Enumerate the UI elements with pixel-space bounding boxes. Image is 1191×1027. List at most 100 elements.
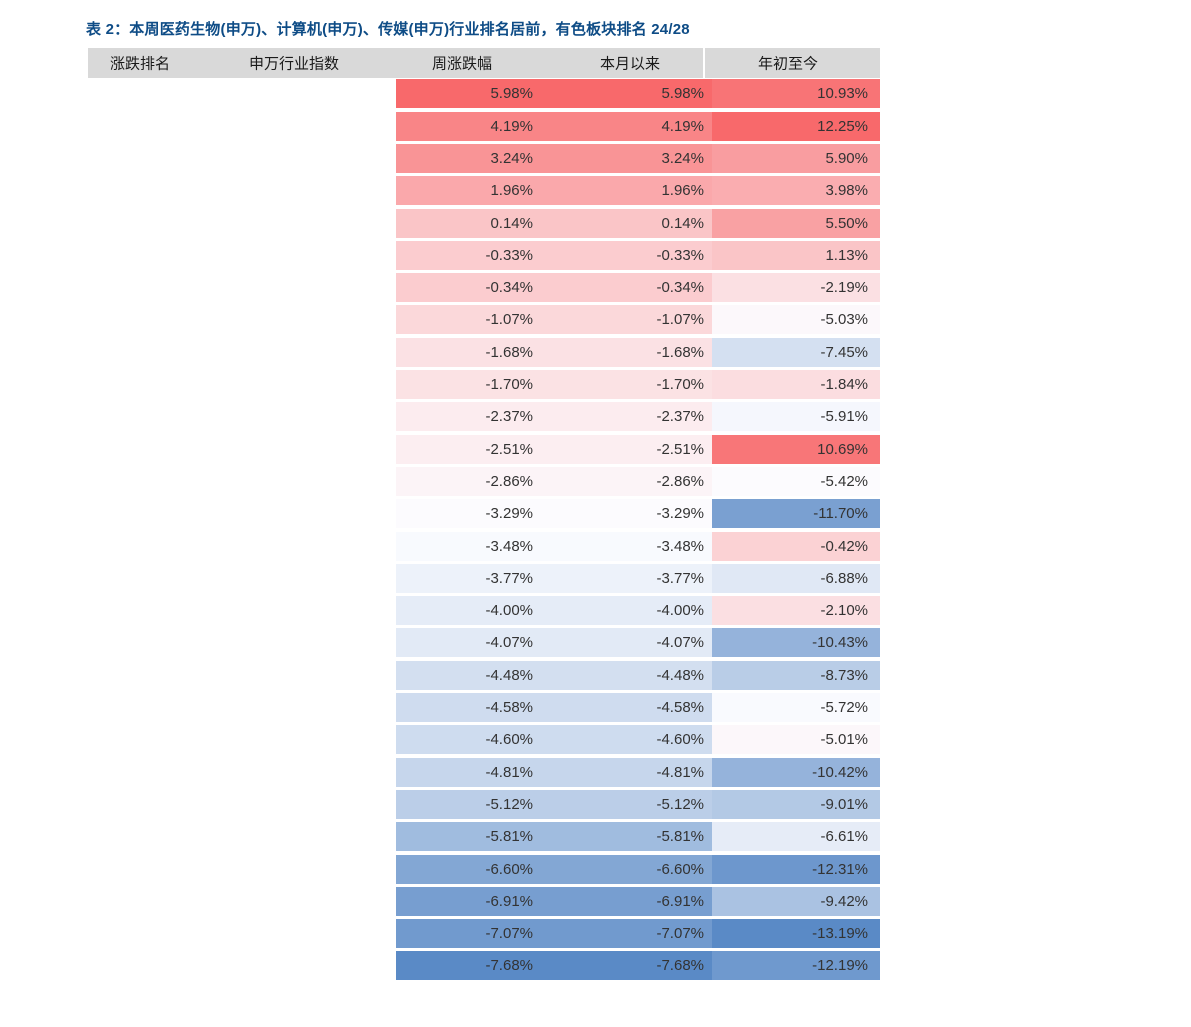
cell-index [192, 790, 396, 819]
cell-index [192, 176, 396, 205]
cell-ytd: -2.10% [712, 596, 880, 626]
cell-rank [88, 628, 192, 657]
cell-month: 5.98% [544, 79, 712, 109]
header-rank: 涨跌排名 [109, 55, 171, 73]
cell-month: -5.12% [544, 789, 712, 819]
table-row: -4.81% -4.81% -10.42% [88, 757, 880, 787]
cell-rank [88, 467, 192, 496]
cell-ytd: 10.69% [712, 434, 880, 464]
table-row: -6.91% -6.91% -9.42% [88, 886, 880, 916]
cell-index [192, 370, 396, 399]
cell-week: -7.07% [396, 919, 544, 949]
cell-week: -1.68% [396, 337, 544, 367]
table-row: -1.07% -1.07% -5.03% [88, 305, 880, 335]
cell-rank [88, 855, 192, 884]
cell-ytd: -10.42% [712, 757, 880, 787]
cell-index [192, 758, 396, 787]
table-row: -4.00% -4.00% -2.10% [88, 596, 880, 626]
heatmap-table: 涨跌排名 申万行业指数 周涨跌幅 本月以来 年初至今 5.98% 5.98% 10.… [88, 48, 880, 981]
table-row: -7.07% -7.07% -13.19% [88, 919, 880, 949]
cell-rank [88, 435, 192, 464]
table-row: 0.14% 0.14% 5.50% [88, 208, 880, 238]
cell-ytd: -9.01% [712, 789, 880, 819]
cell-rank [88, 790, 192, 819]
cell-month: -3.48% [544, 531, 712, 561]
cell-ytd: -12.31% [712, 854, 880, 884]
table-title: 表 2：本周医药生物(申万)、计算机(申万)、传媒(申万)行业排名居前，有色板块… [86, 21, 690, 38]
cell-week: -4.48% [396, 660, 544, 690]
cell-rank [88, 338, 192, 367]
table-row: -5.81% -5.81% -6.61% [88, 822, 880, 852]
cell-week: 5.98% [396, 79, 544, 109]
cell-month: -7.68% [544, 951, 712, 981]
table-rows: 5.98% 5.98% 10.93% 4.19% 4.19% 12.25% 3.24% 3.2… [88, 79, 880, 983]
cell-week: -3.48% [396, 531, 544, 561]
cell-index [192, 305, 396, 334]
cell-week: -2.51% [396, 434, 544, 464]
cell-index [192, 693, 396, 722]
cell-index [192, 919, 396, 948]
table-row: -4.48% -4.48% -8.73% [88, 660, 880, 690]
cell-week: -3.29% [396, 499, 544, 529]
table-row: -4.07% -4.07% -10.43% [88, 628, 880, 658]
cell-index [192, 564, 396, 593]
cell-rank [88, 822, 192, 851]
cell-week: -6.91% [396, 886, 544, 916]
table-row: -4.58% -4.58% -5.72% [88, 693, 880, 723]
cell-week: -0.34% [396, 273, 544, 303]
cell-week: -4.81% [396, 757, 544, 787]
cell-rank [88, 564, 192, 593]
table-row: -2.37% -2.37% -5.91% [88, 402, 880, 432]
cell-rank [88, 661, 192, 690]
cell-index [192, 661, 396, 690]
cell-month: -5.81% [544, 822, 712, 852]
cell-ytd: -5.42% [712, 466, 880, 496]
cell-ytd: -5.91% [712, 402, 880, 432]
cell-month: -0.33% [544, 240, 712, 270]
cell-rank [88, 273, 192, 302]
cell-rank [88, 887, 192, 916]
cell-month: -3.29% [544, 499, 712, 529]
header-index: 申万行业指数 [248, 55, 340, 73]
cell-ytd: -8.73% [712, 660, 880, 690]
cell-week: 3.24% [396, 143, 544, 173]
cell-month: 1.96% [544, 176, 712, 206]
table-row: 5.98% 5.98% 10.93% [88, 79, 880, 109]
cell-rank [88, 112, 192, 141]
table-row: -2.86% -2.86% -5.42% [88, 466, 880, 496]
cell-week: -1.70% [396, 370, 544, 400]
cell-ytd: 5.50% [712, 208, 880, 238]
cell-ytd: -6.88% [712, 563, 880, 593]
cell-rank [88, 725, 192, 754]
cell-ytd: -7.45% [712, 337, 880, 367]
cell-week: -5.81% [396, 822, 544, 852]
cell-index [192, 499, 396, 528]
cell-week: -2.37% [396, 402, 544, 432]
cell-month: -4.81% [544, 757, 712, 787]
cell-index [192, 273, 396, 302]
cell-rank [88, 951, 192, 980]
cell-week: 0.14% [396, 208, 544, 238]
cell-index [192, 79, 396, 108]
cell-week: -2.86% [396, 466, 544, 496]
cell-index [192, 951, 396, 980]
cell-month: -1.70% [544, 370, 712, 400]
cell-index [192, 144, 396, 173]
table-header-row: 涨跌排名 申万行业指数 周涨跌幅 本月以来 年初至今 [88, 48, 880, 78]
cell-ytd: 3.98% [712, 176, 880, 206]
cell-month: -2.37% [544, 402, 712, 432]
cell-ytd: -13.19% [712, 919, 880, 949]
cell-rank [88, 532, 192, 561]
cell-month: -6.60% [544, 854, 712, 884]
cell-month: -2.86% [544, 466, 712, 496]
cell-month: 4.19% [544, 111, 712, 141]
header-ytd: 年初至今 [757, 55, 819, 73]
cell-rank [88, 499, 192, 528]
header-month: 本月以来 [599, 55, 661, 73]
cell-index [192, 725, 396, 754]
cell-week: -4.58% [396, 693, 544, 723]
table-row: -3.48% -3.48% -0.42% [88, 531, 880, 561]
cell-month: -7.07% [544, 919, 712, 949]
cell-ytd: -2.19% [712, 273, 880, 303]
cell-index [192, 628, 396, 657]
